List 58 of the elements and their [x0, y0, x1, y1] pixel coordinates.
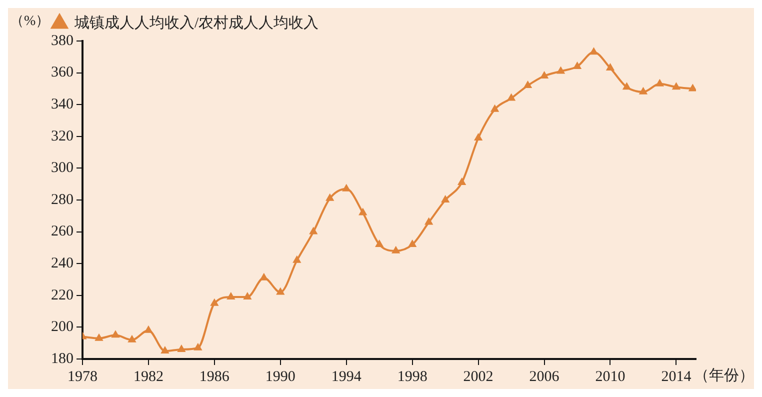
point: [276, 287, 285, 295]
point: [589, 47, 598, 55]
point: [111, 330, 120, 338]
y-axis-title: （%）: [10, 13, 50, 30]
point: [177, 344, 186, 352]
point: [144, 325, 153, 333]
point: [358, 208, 368, 216]
point: [408, 240, 417, 248]
point: [194, 342, 202, 350]
point: [375, 240, 384, 248]
point: [128, 334, 136, 342]
point: [226, 292, 236, 300]
y-tick-label: 220: [51, 287, 74, 304]
point: [424, 217, 434, 225]
x-tick-label: 2006: [529, 368, 560, 385]
point: [655, 78, 664, 86]
point: [440, 195, 450, 202]
point: [342, 184, 351, 192]
point: [292, 255, 302, 263]
point: [243, 292, 252, 300]
x-tick-label: 1986: [199, 368, 230, 385]
point: [210, 298, 219, 306]
point: [94, 333, 104, 341]
x-tick-label: 2010: [595, 368, 626, 385]
point: [606, 63, 615, 71]
y-tick-label: 340: [51, 96, 74, 113]
x-tick-label: 2014: [661, 368, 692, 385]
x-tick-label: 1990: [265, 368, 296, 385]
point: [672, 82, 681, 90]
point: [688, 84, 696, 92]
point: [506, 93, 516, 101]
y-tick-label: 260: [51, 224, 74, 240]
point: [523, 80, 532, 88]
x-tick-label: 1978: [68, 368, 98, 385]
x-tick-label: 1998: [397, 368, 428, 385]
point: [326, 193, 334, 201]
y-tick-label: 240: [51, 256, 74, 272]
point: [392, 246, 400, 254]
y-tick-label: 180: [51, 350, 74, 367]
y-tick-label: 380: [51, 32, 74, 49]
point: [490, 104, 500, 112]
y-tick-label: 300: [51, 160, 74, 176]
point: [309, 226, 318, 234]
y-tick-label: 360: [51, 64, 74, 81]
point: [556, 66, 566, 74]
y-tick-label: 280: [51, 192, 74, 208]
x-tick-label: 1994: [331, 368, 362, 385]
point: [622, 82, 632, 90]
point: [638, 86, 648, 94]
point: [457, 178, 466, 186]
x-tick-label: 1982: [133, 368, 164, 385]
y-tick-label: 320: [51, 128, 74, 144]
x-tick-label: 2002: [463, 368, 494, 385]
x-axis-title: （年份）: [694, 367, 754, 385]
legend-label: 城镇成人人均收入/农村成人人均收入: [74, 14, 319, 32]
point: [474, 132, 483, 140]
point: [160, 346, 170, 354]
y-tick-label: 200: [51, 319, 74, 336]
